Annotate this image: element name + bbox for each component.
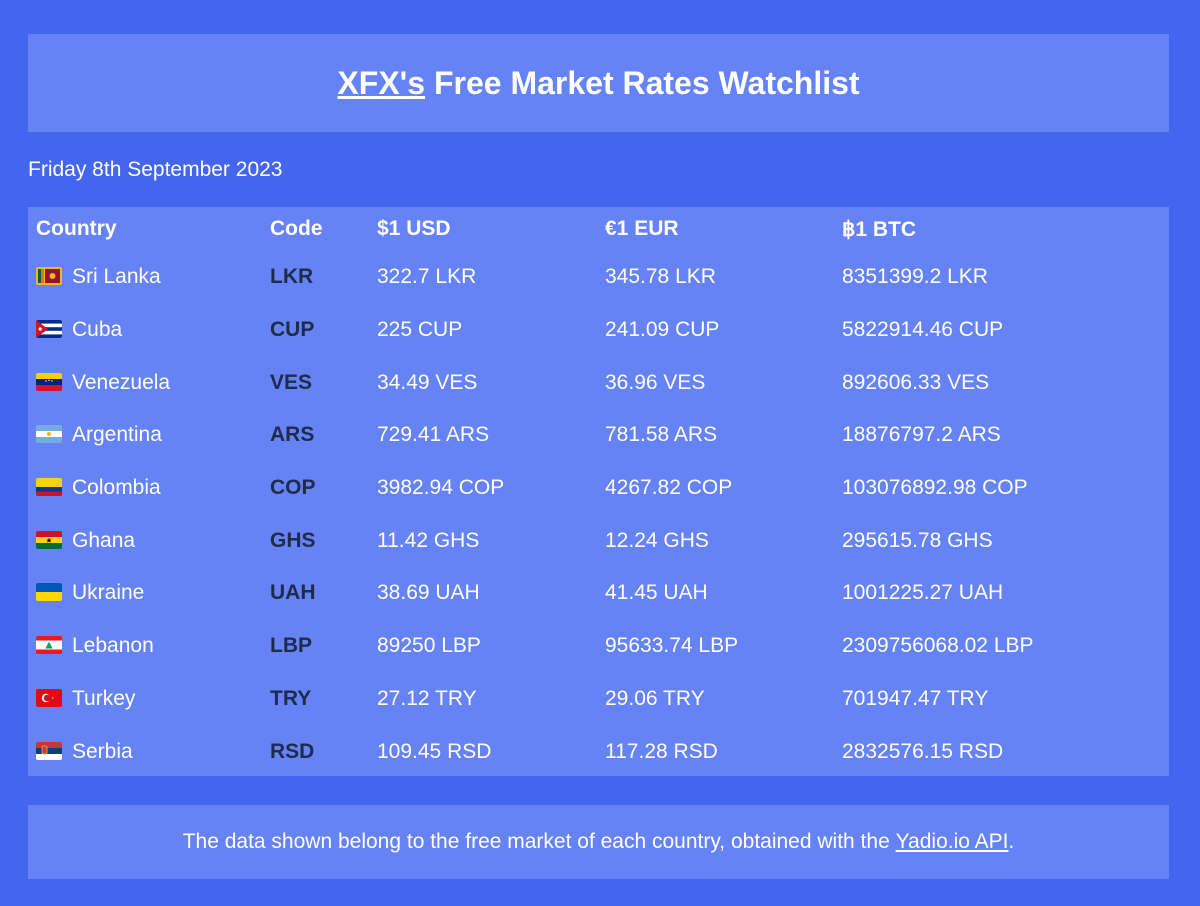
country-name: Sri Lanka <box>72 265 161 289</box>
btc-rate: 2309756068.02 LBP <box>842 634 1034 658</box>
eur-rate: 29.06 TRY <box>605 686 705 710</box>
table-row: Turkey TRY 27.12 TRY 29.06 TRY 701947.47 TRY <box>28 673 1169 726</box>
footer-period: . <box>1008 830 1015 853</box>
header-country: Country <box>36 217 117 240</box>
country-name: Ukraine <box>72 581 145 605</box>
eur-rate: 241.09 CUP <box>605 318 720 342</box>
usd-rate: 109.45 RSD <box>377 739 492 763</box>
currency-code: GHS <box>270 528 316 552</box>
date-label: Friday 8th September 2023 <box>28 158 283 181</box>
country-cell: Colombia <box>28 462 270 515</box>
table-row: Serbia RSD 109.45 RSD 117.28 RSD 2832576.15 … <box>28 725 1169 778</box>
country-cell: Turkey <box>28 673 270 726</box>
country-cell: Ghana <box>28 514 270 567</box>
yadio-api-link[interactable]: Yadio.io API <box>895 830 1009 853</box>
usd-rate: 3982.94 COP <box>377 476 505 500</box>
serbia-flag-icon <box>36 741 62 760</box>
header-eur: €1 EUR <box>605 217 679 240</box>
btc-rate: 18876797.2 ARS <box>842 423 1001 447</box>
country-name: Turkey <box>72 686 136 710</box>
turkey-flag-icon <box>36 688 62 707</box>
currency-code: CUP <box>270 318 315 342</box>
btc-rate: 892606.33 VES <box>842 370 990 394</box>
country-name: Argentina <box>72 423 162 447</box>
usd-rate: 322.7 LKR <box>377 265 477 289</box>
country-name: Lebanon <box>72 634 154 658</box>
sri-lanka-flag-icon <box>36 267 62 286</box>
ghana-flag-icon <box>36 530 62 549</box>
eur-rate: 4267.82 COP <box>605 476 733 500</box>
usd-rate: 38.69 UAH <box>377 581 480 605</box>
table-row: Ukraine UAH 38.69 UAH 41.45 UAH 1001225.27 U… <box>28 567 1169 620</box>
currency-code: LKR <box>270 265 314 289</box>
usd-rate: 225 CUP <box>377 318 463 342</box>
table-row: Cuba CUP 225 CUP 241.09 CUP 5822914.46 CUP <box>28 304 1169 357</box>
currency-code: VES <box>270 370 313 394</box>
currency-code: TRY <box>270 686 312 710</box>
btc-rate: 5822914.46 CUP <box>842 318 1004 342</box>
colombia-flag-icon <box>36 478 62 497</box>
btc-rate: 103076892.98 COP <box>842 476 1028 500</box>
country-cell: Argentina <box>28 409 270 462</box>
footer-text: The data shown belong to the free market… <box>182 830 896 853</box>
table-row: Sri Lanka LKR 322.7 LKR 345.78 LKR 8351399.2… <box>28 251 1169 304</box>
usd-rate: 11.42 GHS <box>377 528 480 552</box>
country-cell: Cuba <box>28 304 270 357</box>
country-cell: Lebanon <box>28 620 270 673</box>
cuba-flag-icon <box>36 320 62 339</box>
table-row: Venezuela VES 34.49 VES 36.96 VES 892606.33 … <box>28 356 1169 409</box>
rates-table: Country Code $1 USD €1 EUR ฿1 BTC Sri La… <box>28 207 1169 778</box>
currency-code: LBP <box>270 634 312 658</box>
country-cell: Ukraine <box>28 567 270 620</box>
btc-rate: 1001225.27 UAH <box>842 581 1004 605</box>
country-name: Venezuela <box>72 370 171 394</box>
country-cell: Venezuela <box>28 356 270 409</box>
table-row: Lebanon LBP 89250 LBP 95633.74 LBP 230975606… <box>28 620 1169 673</box>
rates-table-panel: Country Code $1 USD €1 EUR ฿1 BTC Sri La… <box>28 207 1169 776</box>
ukraine-flag-icon <box>36 583 62 602</box>
table-row: Colombia COP 3982.94 COP 4267.82 COP 1030768… <box>28 462 1169 515</box>
currency-code: RSD <box>270 739 315 763</box>
eur-rate: 95633.74 LBP <box>605 634 739 658</box>
title-text: Free Market Rates Watchlist <box>425 64 860 101</box>
eur-rate: 781.58 ARS <box>605 423 718 447</box>
eur-rate: 41.45 UAH <box>605 581 708 605</box>
country-cell: Serbia <box>28 725 270 778</box>
btc-rate: 2832576.15 RSD <box>842 739 1004 763</box>
btc-rate: 701947.47 TRY <box>842 686 989 710</box>
eur-rate: 117.28 RSD <box>605 739 718 763</box>
argentina-flag-icon <box>36 425 62 444</box>
usd-rate: 89250 LBP <box>377 634 481 658</box>
table-row: Ghana GHS 11.42 GHS 12.24 GHS 295615.78 GHS <box>28 514 1169 567</box>
currency-code: COP <box>270 476 316 500</box>
eur-rate: 36.96 VES <box>605 370 706 394</box>
footer-note: The data shown belong to the free market… <box>28 805 1169 879</box>
currency-code: UAH <box>270 581 316 605</box>
venezuela-flag-icon <box>36 372 62 391</box>
table-header-row: Country Code $1 USD €1 EUR ฿1 BTC <box>28 207 1169 251</box>
btc-rate: 295615.78 GHS <box>842 528 993 552</box>
header-code: Code <box>270 217 323 240</box>
lebanon-flag-icon <box>36 636 62 655</box>
eur-rate: 345.78 LKR <box>605 265 716 289</box>
currency-code: ARS <box>270 423 315 447</box>
country-name: Cuba <box>72 318 123 342</box>
owner-link[interactable]: XFX's <box>337 64 426 101</box>
eur-rate: 12.24 GHS <box>605 528 709 552</box>
usd-rate: 27.12 TRY <box>377 686 477 710</box>
country-cell: Sri Lanka <box>28 251 270 304</box>
header-btc: ฿1 BTC <box>842 217 917 241</box>
country-name: Ghana <box>72 528 136 552</box>
header-usd: $1 USD <box>377 217 451 240</box>
usd-rate: 729.41 ARS <box>377 423 490 447</box>
btc-rate: 8351399.2 LKR <box>842 265 988 289</box>
table-row: Argentina ARS 729.41 ARS 781.58 ARS 18876797… <box>28 409 1169 462</box>
country-name: Serbia <box>72 739 133 763</box>
page-title: XFX's Free Market Rates Watchlist <box>28 34 1169 132</box>
usd-rate: 34.49 VES <box>377 370 478 394</box>
country-name: Colombia <box>72 476 161 500</box>
